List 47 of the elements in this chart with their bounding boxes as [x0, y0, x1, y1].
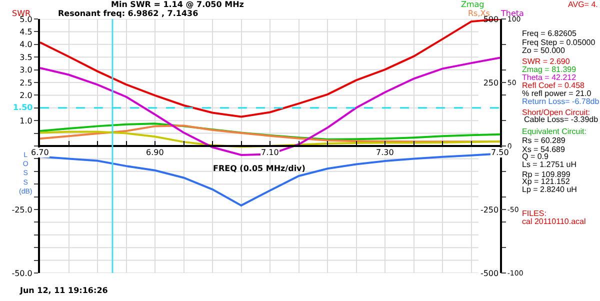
text: Rs = 60.289: [522, 136, 566, 145]
text: Theta: [500, 9, 524, 18]
text: Zmag: [461, 0, 484, 9]
text: Q = 0.9: [522, 152, 550, 161]
chart-subtitle: Resonant freq: 6.9862 , 7.1436: [58, 9, 199, 18]
text: cal 20110110.acal: [522, 217, 586, 226]
text: Return Loss= -6.78db: [522, 97, 600, 106]
text: Zmag = 81.399: [522, 65, 577, 74]
text: Cable Loss= -3.39db: [524, 115, 599, 124]
y-tick-label: 4.5: [20, 28, 32, 36]
line-series: [40, 130, 500, 148]
y-tick-label: 2.5: [20, 78, 32, 88]
text: Rp = 109.899: [522, 170, 571, 179]
x-tick-label: 7.10: [261, 148, 279, 157]
text: Freq = 6.82605: [522, 29, 578, 38]
chart-title: Min SWR = 1.14 @ 7.050 MHz: [111, 0, 244, 9]
y-tick-label: 4.0: [20, 40, 32, 50]
text: Short/Open Circuit:: [522, 108, 590, 117]
y-tick-label: 3.5: [20, 52, 32, 62]
text: Xp = 121.152: [522, 177, 570, 186]
y-tick-label: 1.0: [20, 116, 32, 126]
y-tick-label: -50.0: [12, 268, 32, 278]
y-tick-label: 2.0: [20, 91, 32, 100]
text: Theta = 42.212: [522, 73, 577, 82]
ref-line-label: 1.50: [13, 103, 34, 112]
x-tick-label: 6.70: [31, 148, 49, 157]
text: Jun 12, 11 19:16:26: [19, 286, 108, 295]
x-tick-label: 7.30: [376, 148, 394, 157]
y2-tick-label: 250: [483, 78, 499, 88]
text: Ls = 1.2751 uH: [522, 160, 577, 169]
text: Lp = 2.8240 uH: [522, 185, 578, 194]
y-tick-label: 3.0: [20, 66, 32, 75]
text: % refl power = 21.0: [522, 89, 592, 98]
x-tick-label: 6.90: [146, 148, 164, 157]
y2-tick-label: -250: [480, 205, 499, 214]
text: AVG= 4.: [568, 0, 598, 9]
text: Equivalent Circuit:: [522, 127, 586, 136]
text: FILES:: [522, 209, 546, 218]
text: Zo = 50.000: [522, 46, 566, 55]
text: Refl Coef = 0.458: [522, 81, 586, 90]
x-axis-title: FREQ (0.05 MHz/div): [213, 164, 306, 173]
y2-tick-label: -500: [480, 268, 499, 278]
text: Rs,Xs: [468, 9, 490, 18]
text: Xs = 54.689: [522, 145, 566, 154]
text: Freq Step = 0.05000: [522, 38, 596, 47]
y-tick-label: -25.0: [12, 205, 32, 214]
text: SWR = 2.690: [522, 57, 570, 66]
